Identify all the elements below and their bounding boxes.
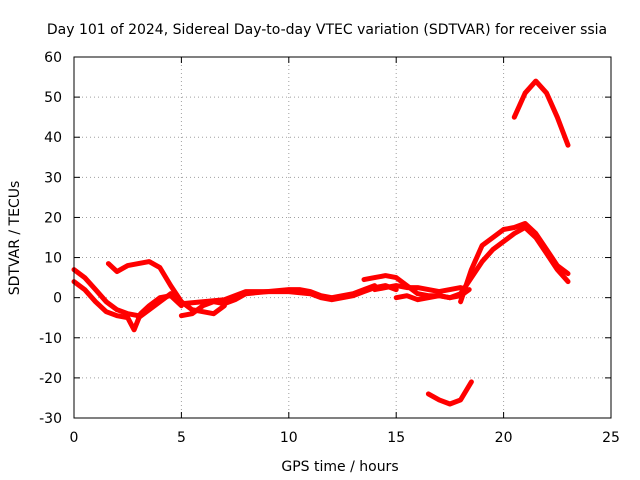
y-tick-label: -10 [39,331,62,347]
series-line-arc-1 [71,267,141,319]
series-line-arc-3 [105,259,184,305]
series-line-arc-11 [425,379,474,407]
x-tick-label: 5 [177,430,186,446]
series-line-arc-12 [511,78,571,148]
x-tick-label: 15 [387,430,405,446]
x-tick-label: 10 [280,430,298,446]
series-line-arc-10 [458,221,571,305]
x-axis-title: GPS time / hours [281,459,398,475]
y-tick-label: 20 [44,210,62,226]
axis-ticks [73,56,612,419]
chart-title: Day 101 of 2024, Sidereal Day-to-day VTE… [47,22,607,38]
plot-frame [73,56,612,419]
grid-lines [74,57,611,418]
x-tick-label: 20 [495,430,513,446]
y-tick-label: 40 [44,130,62,146]
y-tick-label: 50 [44,90,62,106]
series-line-arc-2 [71,279,184,333]
x-tick-labels: 0 5 10 15 20 25 [70,430,620,446]
y-tick-label: 60 [44,50,62,66]
x-tick-label: 0 [70,430,79,446]
data-series [71,78,571,407]
y-tick-label: -30 [39,411,62,427]
y-tick-label: -20 [39,371,62,387]
y-axis-title: SDTVAR / TECUs [7,181,23,296]
series-line-arc-8 [372,283,470,295]
series-line-arc-6 [178,283,378,307]
y-tick-label: 0 [53,291,62,307]
y-tick-label: 10 [44,251,62,267]
y-tick-label: 30 [44,170,62,186]
y-tick-labels: -30 -20 -10 0 10 20 30 40 50 60 [39,50,62,427]
x-tick-label: 25 [602,430,620,446]
